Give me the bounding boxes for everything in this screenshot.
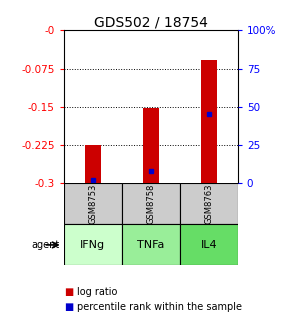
Bar [201, 60, 217, 183]
Bar [180, 224, 238, 265]
Text: ■: ■ [64, 302, 73, 312]
Text: log ratio: log ratio [77, 287, 117, 297]
Bar [180, 183, 238, 224]
Bar [122, 183, 180, 224]
Bar [122, 224, 180, 265]
Text: GSM8763: GSM8763 [204, 184, 213, 224]
Text: IFNg: IFNg [80, 240, 105, 250]
Title: GDS502 / 18754: GDS502 / 18754 [94, 15, 208, 29]
Text: TNFa: TNFa [137, 240, 164, 250]
Text: percentile rank within the sample: percentile rank within the sample [77, 302, 242, 312]
Text: ■: ■ [64, 287, 73, 297]
Bar [85, 145, 101, 183]
Bar [64, 183, 122, 224]
Text: IL4: IL4 [200, 240, 217, 250]
Bar [64, 224, 122, 265]
Bar [143, 108, 159, 183]
Text: agent: agent [31, 240, 59, 250]
Text: GSM8758: GSM8758 [146, 184, 155, 224]
Text: GSM8753: GSM8753 [88, 184, 97, 224]
